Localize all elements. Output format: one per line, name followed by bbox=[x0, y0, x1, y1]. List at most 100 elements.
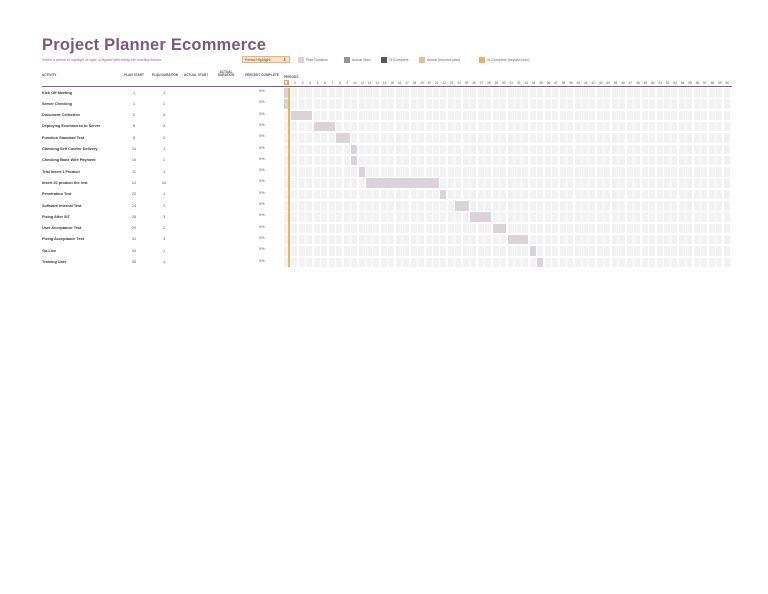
period-number: 39 bbox=[569, 81, 573, 85]
grid-cell bbox=[291, 155, 298, 166]
grid-cell bbox=[500, 155, 507, 166]
grid-cell bbox=[559, 201, 566, 211]
grid-cell bbox=[716, 234, 723, 245]
grid-cell bbox=[552, 234, 559, 245]
grid-cell bbox=[678, 99, 685, 109]
header-divider bbox=[42, 86, 732, 87]
grid-cell bbox=[634, 257, 641, 267]
grid-cell bbox=[544, 223, 551, 234]
grid-cell bbox=[365, 133, 372, 143]
period-number: 16 bbox=[397, 81, 402, 85]
grid-cell bbox=[410, 167, 417, 177]
grid-cell bbox=[410, 121, 417, 132]
grid-cell bbox=[596, 201, 603, 211]
period-number: 35 bbox=[539, 81, 543, 85]
grid-cell bbox=[678, 88, 685, 98]
grid-cell bbox=[544, 88, 551, 98]
period-highlight-box[interactable]: Period Highlight: 1 bbox=[242, 56, 290, 63]
grid-cell bbox=[380, 212, 387, 222]
grid-cell bbox=[380, 167, 387, 177]
grid-cell bbox=[410, 155, 417, 166]
period-highlight-value[interactable]: 1 bbox=[283, 57, 286, 62]
grid-cell bbox=[395, 144, 402, 154]
grid-cell bbox=[418, 121, 425, 132]
grid-cell bbox=[455, 155, 462, 166]
period-number: 24 bbox=[457, 81, 461, 85]
grid-cell bbox=[336, 167, 343, 177]
grid-cell bbox=[611, 178, 618, 188]
grid-cell bbox=[611, 201, 618, 211]
grid-cell bbox=[447, 121, 454, 132]
grid-cell bbox=[693, 133, 700, 143]
grid-cell bbox=[328, 246, 335, 256]
grid-cell bbox=[313, 212, 320, 222]
grid-cell bbox=[582, 189, 588, 200]
grid-cell bbox=[462, 246, 469, 256]
grid-cell bbox=[373, 234, 380, 245]
grid-cell bbox=[425, 99, 432, 109]
grid-cell bbox=[559, 155, 566, 166]
grid-cell bbox=[470, 234, 477, 245]
grid-cell bbox=[582, 155, 588, 166]
grid-cell bbox=[686, 246, 693, 256]
grid-cell bbox=[663, 234, 670, 245]
grid-cell bbox=[701, 144, 708, 154]
grid-cell bbox=[693, 144, 700, 154]
grid-cell bbox=[306, 155, 313, 166]
grid-cell bbox=[380, 189, 387, 200]
grid-cell bbox=[567, 223, 574, 234]
grid-cell bbox=[678, 201, 685, 211]
grid-cell bbox=[626, 133, 633, 143]
task-plan-duration: 3 bbox=[162, 113, 166, 118]
grid-cell bbox=[619, 178, 626, 188]
grid-cell bbox=[358, 212, 365, 222]
grid-cell bbox=[440, 144, 447, 154]
grid-cell bbox=[671, 88, 678, 98]
grid-cell bbox=[470, 178, 477, 188]
grid-cell bbox=[611, 234, 618, 245]
grid-cell bbox=[663, 88, 670, 98]
grid-cell bbox=[567, 110, 574, 121]
grid-cell bbox=[403, 99, 410, 109]
grid-cell bbox=[671, 246, 678, 256]
period-number: 10 bbox=[353, 81, 357, 85]
grid-cell bbox=[716, 223, 723, 234]
grid-cell bbox=[529, 99, 536, 109]
grid-cell bbox=[440, 121, 447, 132]
grid-cell bbox=[485, 144, 492, 154]
grid-cell bbox=[716, 121, 723, 132]
grid-cell bbox=[321, 133, 328, 143]
task-activity: Deploying Ecommerce to Server bbox=[42, 124, 101, 129]
grid-cell bbox=[343, 99, 350, 109]
grid-cell bbox=[544, 133, 551, 143]
grid-cell bbox=[716, 201, 723, 211]
grid-cell bbox=[433, 201, 439, 211]
grid-cell bbox=[529, 223, 536, 234]
grid-cell bbox=[380, 88, 387, 98]
grid-cell bbox=[321, 201, 328, 211]
task-percent-complete: 0% bbox=[259, 168, 265, 173]
grid-cell bbox=[567, 88, 574, 98]
grid-cell bbox=[365, 223, 372, 234]
grid-cell bbox=[663, 178, 670, 188]
period-highlight-line bbox=[288, 88, 290, 267]
task-plan-start: 29 bbox=[131, 226, 137, 231]
grid-cell bbox=[671, 133, 678, 143]
grid-cell bbox=[544, 155, 551, 166]
grid-cell bbox=[410, 88, 417, 98]
grid-cell bbox=[470, 121, 477, 132]
grid-cell bbox=[365, 257, 372, 267]
grid-cell bbox=[440, 234, 447, 245]
task-plan-duration: 3 bbox=[162, 124, 166, 129]
grid-cell bbox=[686, 223, 693, 234]
grid-cell bbox=[336, 88, 343, 98]
grid-cell bbox=[313, 155, 320, 166]
grid-cell bbox=[351, 88, 358, 98]
grid-cell bbox=[574, 88, 581, 98]
grid-cell bbox=[425, 110, 432, 121]
percent-beyond-swatch bbox=[479, 57, 485, 63]
grid-cell bbox=[492, 212, 499, 222]
grid-cell bbox=[343, 257, 350, 267]
grid-cell bbox=[641, 133, 648, 143]
grid-cell bbox=[708, 144, 715, 154]
